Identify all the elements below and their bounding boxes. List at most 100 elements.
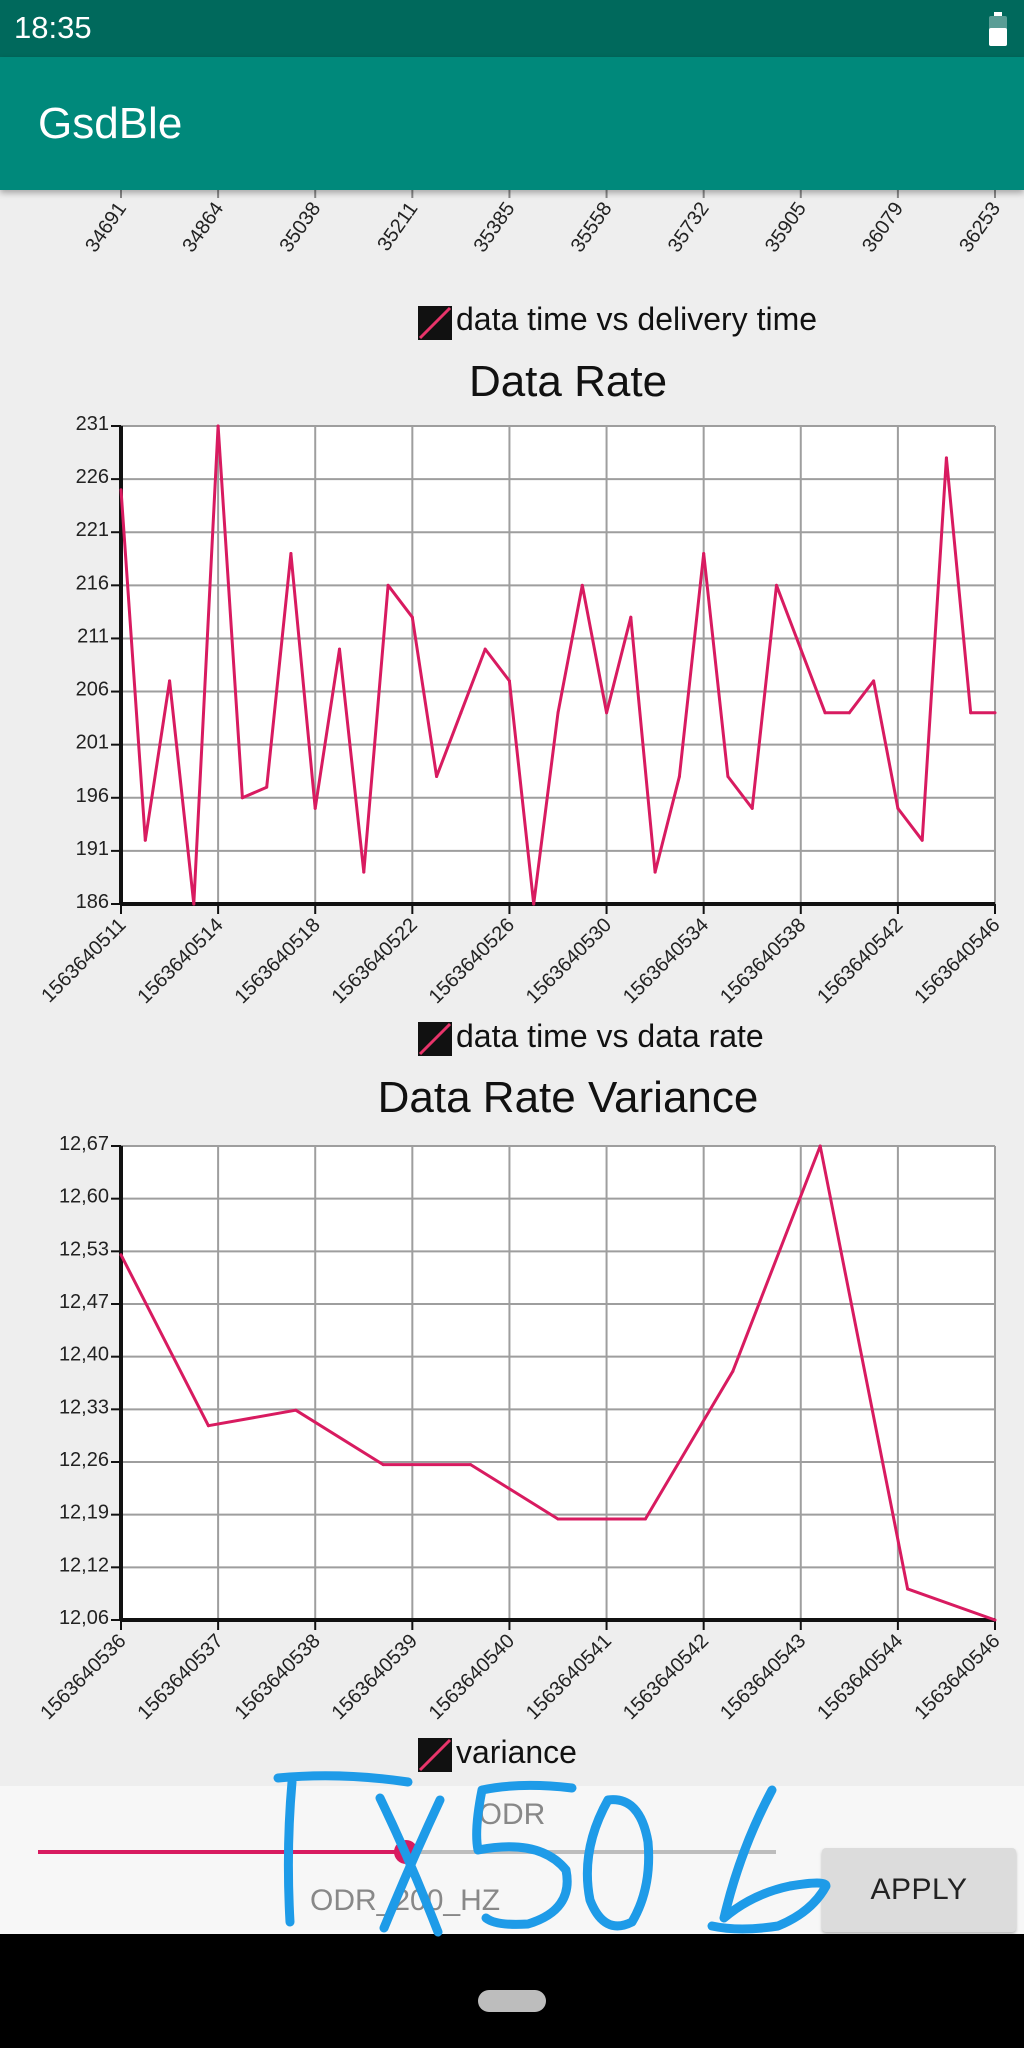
data-point: [906, 1587, 910, 1591]
x-tick-label: 1563640540: [425, 1630, 519, 1724]
variance-chart: Data Rate Variance 12,67 12,60 12,53 12,47 12…: [3, 1072, 1021, 1784]
data-point: [643, 1517, 647, 1521]
data-point: [750, 806, 754, 810]
app-bar: GsdBle: [0, 57, 1024, 190]
y-tick-label: 12,67: [59, 1133, 109, 1155]
y-tick-label: 201: [76, 732, 109, 754]
x-tick-label: 1563640539: [328, 1630, 422, 1724]
x-tick-label: 1563640526: [425, 914, 519, 1008]
x-tick-label: 1563640537: [133, 1630, 227, 1724]
data-point: [920, 838, 924, 842]
data-point: [556, 711, 560, 715]
data-point: [386, 583, 390, 587]
odr-slider-track-inactive[interactable]: [406, 1850, 776, 1854]
data-point: [799, 647, 803, 651]
x-tick-label: 1563640543: [716, 1630, 810, 1724]
data-point: [168, 679, 172, 683]
data-rate-chart-svg: Data Rate2312262212162112062011961911861…: [37, 357, 1005, 1056]
y-tick-label: 12,12: [59, 1554, 109, 1576]
chart-title: Data Rate Variance: [378, 1073, 759, 1122]
data-point: [726, 775, 730, 779]
odr-slider-thumb[interactable]: [394, 1840, 418, 1864]
data-point: [847, 711, 851, 715]
x-tick-label: 35038: [275, 198, 325, 256]
x-tick-label: 1563640514: [133, 914, 227, 1008]
home-pill-icon[interactable]: [478, 1990, 546, 2012]
y-tick-label: 12,60: [59, 1186, 109, 1208]
y-tick-label: 216: [76, 572, 109, 594]
data-point: [410, 615, 414, 619]
variance-chart-svg: Data Rate Variance 12,67 12,60 12,53 12,47 12…: [36, 1073, 1005, 1772]
y-tick-label: 226: [76, 466, 109, 488]
y-tick-label: 191: [76, 838, 109, 860]
chart-title: Data Rate: [469, 357, 667, 406]
data-point: [993, 711, 997, 715]
data-point: [969, 711, 973, 715]
data-point: [556, 1517, 560, 1521]
legend-label: data time vs data rate: [456, 1018, 764, 1054]
data-point: [823, 711, 827, 715]
x-tick-label: 35211: [373, 198, 422, 255]
data-point: [507, 679, 511, 683]
data-point: [294, 1408, 298, 1412]
x-tick-label: 1563640541: [522, 1630, 616, 1724]
data-point: [143, 838, 147, 842]
x-tick-label: 1563640518: [231, 914, 325, 1008]
legend-swatch-line: [418, 306, 452, 340]
x-tick-label: 36253: [955, 198, 1005, 256]
y-tick-label: 12,19: [59, 1502, 109, 1524]
data-point: [289, 551, 293, 555]
x-tick-label: 1563640544: [813, 1630, 907, 1724]
data-point: [265, 785, 269, 789]
data-point: [469, 1463, 473, 1467]
x-tick-label: 1563640530: [522, 914, 616, 1008]
y-tick-label: 211: [77, 625, 109, 647]
legend-label: data time vs delivery time: [456, 301, 817, 337]
y-tick-label: 12,06: [59, 1607, 109, 1629]
apply-button[interactable]: APPLY: [822, 1848, 1016, 1932]
app-title: GsdBle: [38, 99, 183, 148]
data-point: [872, 679, 876, 683]
status-bar: 18:35: [0, 0, 1024, 57]
data-point: [435, 775, 439, 779]
y-tick-label: 196: [76, 785, 109, 807]
data-point: [240, 796, 244, 800]
odr-slider-track-active[interactable]: [38, 1850, 406, 1854]
y-tick-label: 231: [76, 413, 109, 435]
data-point: [362, 870, 366, 874]
x-tick-label: 1563640542: [619, 1630, 713, 1724]
x-tick-label: 34864: [178, 198, 228, 256]
x-tick-label: 1563640546: [910, 1630, 1004, 1724]
data-point: [702, 551, 706, 555]
data-point: [119, 1253, 123, 1257]
y-tick-label: 221: [76, 519, 109, 541]
x-tick-label: 34691: [81, 198, 131, 256]
y-tick-label: 206: [76, 679, 109, 701]
data-point: [944, 456, 948, 460]
x-tick-label: 1563640511: [37, 914, 130, 1007]
x-tick-label: 35558: [567, 198, 617, 256]
data-point: [532, 902, 536, 906]
x-tick-label: 1563640538: [231, 1630, 325, 1724]
odr-controls: ODR ODR_200_HZ APPLY: [0, 1786, 1024, 1934]
y-tick-label: 12,26: [59, 1449, 109, 1471]
data-point: [993, 1618, 997, 1622]
x-tick-label: 1563640542: [813, 914, 907, 1008]
status-time: 18:35: [14, 10, 92, 45]
x-tick-label: 36079: [858, 198, 908, 256]
y-tick-label: 12,40: [59, 1344, 109, 1366]
data-point: [775, 583, 778, 587]
data-point: [381, 1463, 385, 1467]
data-point: [216, 424, 220, 428]
data-point: [338, 647, 341, 651]
legend-swatch-line: [418, 1738, 452, 1772]
data-point: [192, 902, 196, 906]
data-point: [119, 488, 123, 492]
y-tick-label: 12,53: [59, 1238, 109, 1260]
x-tick-label: 1563640538: [716, 914, 810, 1008]
x-tick-label: 1563640522: [328, 914, 422, 1008]
data-point: [605, 711, 609, 715]
data-rate-chart: Data Rate 231 226 221 216 211 206 201 196 191 186 1…: [3, 356, 1021, 1068]
delivery-time-chart: 34691 34864 35038 35211 35385 35558 35732 35905…: [3, 190, 1021, 352]
y-tick-label: 12,33: [59, 1396, 109, 1418]
